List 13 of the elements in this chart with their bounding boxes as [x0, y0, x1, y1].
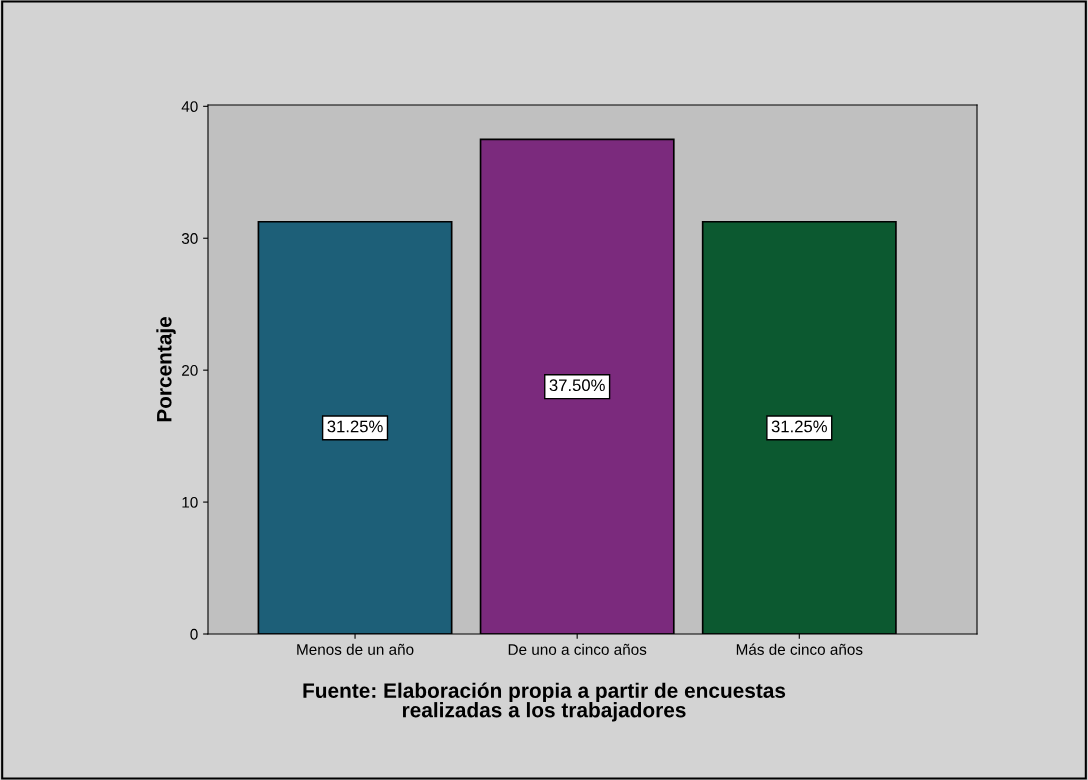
y-axis-title: Porcentaje: [156, 316, 176, 422]
y-tick-label: 40: [181, 101, 198, 113]
x-tick-label: Más de cinco años: [736, 643, 863, 655]
data-label: 31.25%: [327, 420, 383, 433]
y-tick-label: 30: [181, 233, 198, 244]
y-tick-label: 0: [190, 628, 198, 640]
data-label: 37.50%: [549, 379, 605, 392]
data-label: 31.25%: [771, 420, 827, 433]
y-tick-label: 10: [182, 496, 198, 508]
source-note: Fuente: Elaboración propia a partir de encuestas realizadas a los trabajadores: [303, 682, 786, 722]
x-tick-label: De uno a cinco años: [508, 643, 647, 655]
y-tick-label: 20: [182, 365, 198, 376]
x-tick-label: Menos de un año: [297, 643, 414, 655]
